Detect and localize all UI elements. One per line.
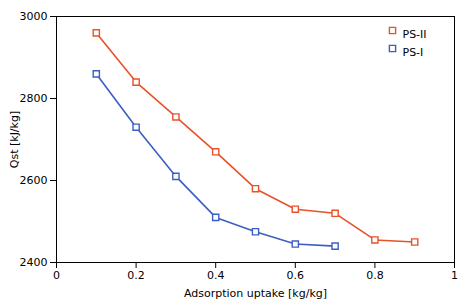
svg-text:0: 0 [53, 269, 60, 282]
svg-text:2400: 2400 [20, 256, 48, 269]
svg-text:0.6: 0.6 [287, 269, 305, 282]
svg-text:Adsorption uptake [kg/kg]: Adsorption uptake [kg/kg] [184, 287, 327, 300]
svg-text:1: 1 [451, 269, 458, 282]
svg-text:PS-II: PS-II [403, 28, 427, 41]
svg-text:PS-I: PS-I [403, 46, 424, 59]
svg-text:2800: 2800 [20, 92, 48, 105]
svg-text:0.8: 0.8 [366, 269, 384, 282]
svg-text:2600: 2600 [20, 174, 48, 187]
svg-text:0.4: 0.4 [207, 269, 225, 282]
svg-text:0.2: 0.2 [127, 269, 145, 282]
svg-text:Qst [kJ/kg]: Qst [kJ/kg] [8, 111, 21, 168]
svg-text:3000: 3000 [20, 10, 48, 23]
